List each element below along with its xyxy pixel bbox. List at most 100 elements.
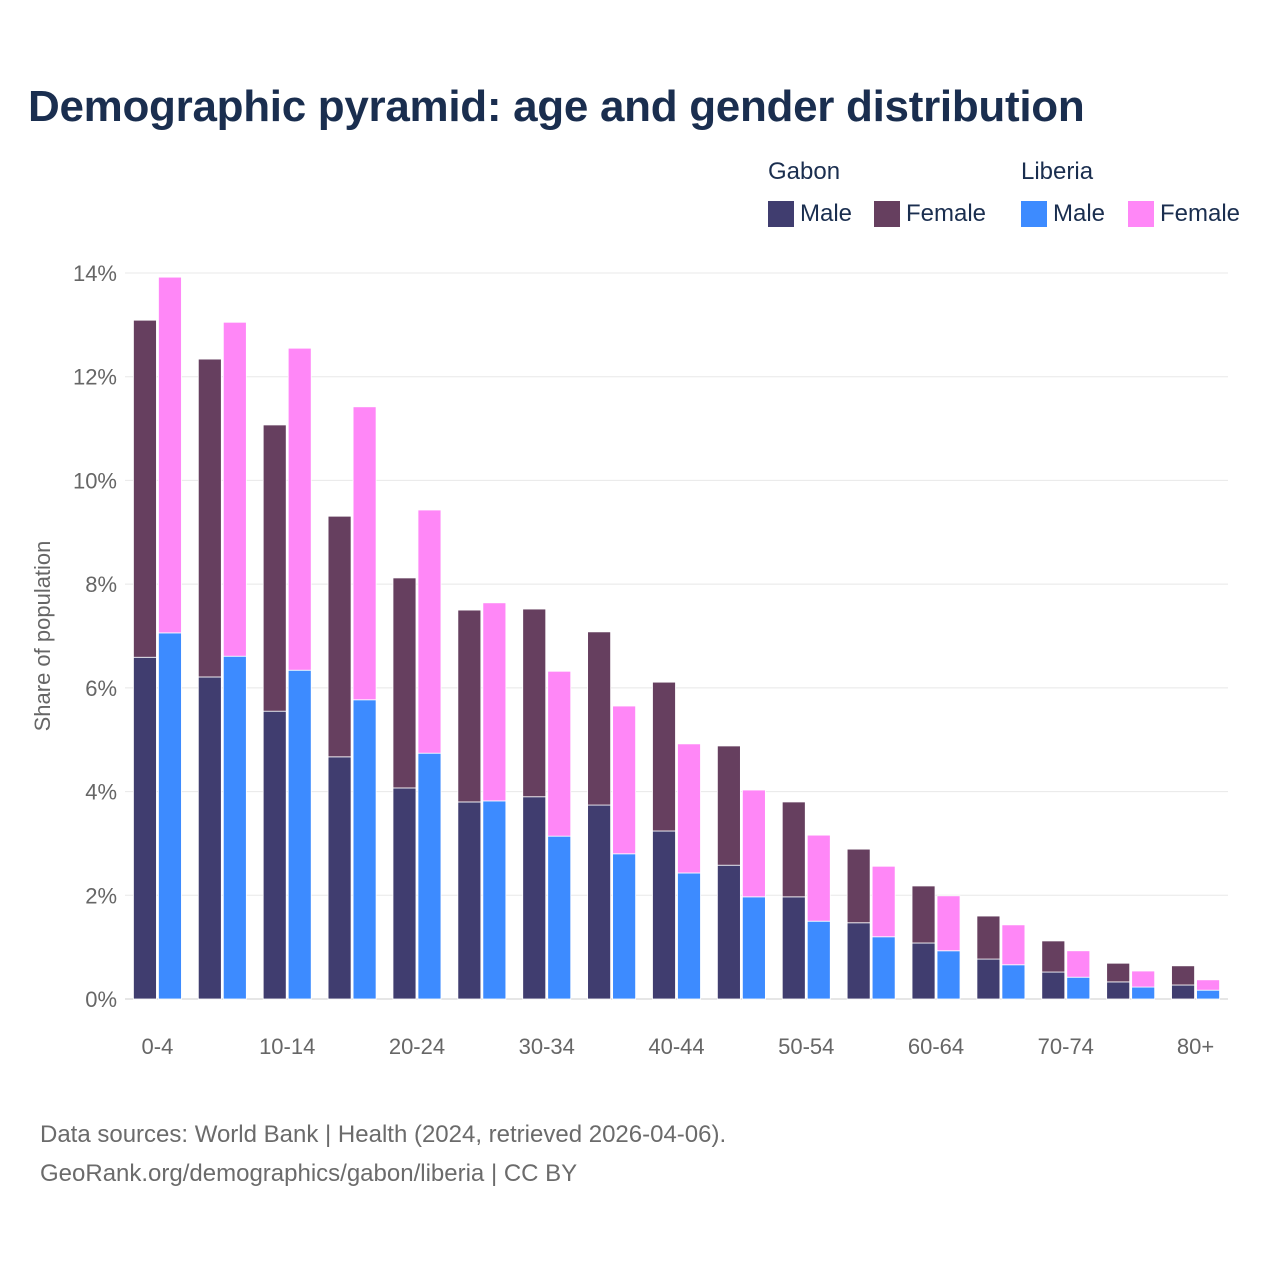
legend-gabon-male[interactable]: Male bbox=[768, 200, 852, 228]
bar-gabon-male bbox=[522, 796, 547, 1000]
legend-label: Female bbox=[1160, 200, 1241, 227]
bar-liberia-female bbox=[287, 347, 312, 671]
bar-liberia-male bbox=[936, 950, 961, 1000]
bar-gabon-female bbox=[716, 745, 741, 866]
bar-gabon-female bbox=[133, 319, 157, 658]
bar-gabon-male bbox=[197, 676, 222, 1000]
x-tick-label: 0-4 bbox=[142, 1034, 174, 1059]
y-tick-label: 12% bbox=[73, 365, 117, 390]
x-tick-label: 80+ bbox=[1177, 1034, 1214, 1059]
bar-liberia-male bbox=[222, 655, 247, 1000]
bar-gabon-male bbox=[133, 656, 157, 1000]
x-tick-label: 30-34 bbox=[519, 1034, 575, 1059]
bar-gabon-female bbox=[262, 424, 287, 712]
bar-liberia-female bbox=[222, 321, 247, 657]
bar-liberia-male bbox=[1196, 989, 1220, 1000]
bar-liberia-female bbox=[1066, 950, 1091, 978]
bar-liberia-female bbox=[158, 276, 182, 634]
bar-gabon-female bbox=[522, 608, 547, 798]
bar-liberia-male bbox=[547, 835, 572, 1000]
bar-liberia-male bbox=[352, 699, 377, 1000]
bar-gabon-male bbox=[911, 942, 936, 1000]
x-tick-label: 60-64 bbox=[908, 1034, 964, 1059]
bar-liberia-female bbox=[741, 789, 766, 898]
bar-liberia-female bbox=[352, 406, 377, 701]
y-tick-label: 8% bbox=[85, 572, 117, 597]
x-tick-label: 20-24 bbox=[389, 1034, 445, 1059]
bar-liberia-male bbox=[1001, 964, 1026, 1000]
bar-gabon-male bbox=[652, 830, 676, 1000]
bar-liberia-female bbox=[417, 509, 442, 754]
bar-gabon-female bbox=[911, 885, 936, 944]
legend-group-liberia: Liberia bbox=[1021, 158, 1094, 185]
bar-gabon-female bbox=[197, 358, 222, 678]
x-tick-label: 70-74 bbox=[1038, 1034, 1094, 1059]
bar-gabon-male bbox=[457, 801, 482, 1000]
bar-liberia-female bbox=[1001, 924, 1026, 966]
bar-gabon-female bbox=[976, 915, 1001, 960]
bar-gabon-female bbox=[327, 515, 352, 758]
bar-liberia-female bbox=[1131, 970, 1156, 988]
bar-gabon-male bbox=[1106, 981, 1131, 1000]
bar-gabon-male bbox=[781, 896, 806, 1000]
legend-group-gabon: Gabon bbox=[768, 158, 841, 185]
bar-liberia-male bbox=[806, 920, 831, 1000]
bar-liberia-female bbox=[1196, 979, 1220, 991]
bar-gabon-male bbox=[262, 710, 287, 1000]
y-tick-label: 14% bbox=[73, 261, 117, 286]
bar-liberia-male bbox=[1131, 986, 1156, 1000]
bar-gabon-female bbox=[587, 631, 612, 806]
bar-gabon-male bbox=[587, 804, 612, 1000]
url-text[interactable]: GeoRank.org/demographics/gabon/liberia |… bbox=[40, 1160, 578, 1187]
bar-gabon-male bbox=[327, 756, 352, 1000]
x-tick-label: 40-44 bbox=[648, 1034, 704, 1059]
bar-gabon-female bbox=[1106, 962, 1131, 983]
y-tick-label: 4% bbox=[85, 780, 117, 805]
chart-title: Demographic pyramid: age and gender dist… bbox=[28, 82, 1085, 131]
bar-gabon-female bbox=[1171, 965, 1195, 986]
bar-gabon-female bbox=[392, 577, 417, 789]
bar-liberia-female bbox=[871, 865, 896, 938]
bar-gabon-male bbox=[392, 787, 417, 1000]
x-tick-label: 50-54 bbox=[778, 1034, 834, 1059]
legend-label: Male bbox=[800, 200, 853, 227]
bar-liberia-male bbox=[158, 632, 182, 1000]
bar-liberia-female bbox=[936, 895, 961, 952]
bar-gabon-male bbox=[1041, 971, 1066, 1000]
bar-liberia-female bbox=[547, 670, 572, 837]
legend-swatch bbox=[1021, 201, 1047, 227]
legend-swatch bbox=[1128, 201, 1154, 227]
bar-gabon-male bbox=[716, 864, 741, 1000]
legend-label: Male bbox=[1053, 200, 1106, 227]
bar-gabon-female bbox=[846, 848, 871, 924]
legend-gabon-female[interactable]: Female bbox=[874, 200, 986, 228]
bar-gabon-female bbox=[1041, 940, 1066, 973]
bar-liberia-female bbox=[677, 743, 701, 874]
bar-gabon-male bbox=[1171, 984, 1195, 1000]
x-tick-label: 10-14 bbox=[259, 1034, 315, 1059]
bar-gabon-female bbox=[652, 681, 676, 832]
bar-liberia-male bbox=[612, 853, 637, 1000]
bar-liberia-male bbox=[417, 752, 442, 1000]
legend-liberia-male[interactable]: Male bbox=[1021, 200, 1105, 228]
y-tick-label: 2% bbox=[85, 883, 117, 908]
bar-liberia-female bbox=[806, 834, 831, 922]
bar-liberia-male bbox=[482, 800, 507, 1000]
legend-liberia-female[interactable]: Female bbox=[1128, 200, 1240, 228]
bar-liberia-female bbox=[612, 705, 637, 855]
bar-liberia-male bbox=[287, 669, 312, 1000]
y-tick-label: 6% bbox=[85, 676, 117, 701]
bar-liberia-male bbox=[1066, 976, 1091, 1000]
bar-liberia-male bbox=[677, 872, 701, 1000]
y-axis-label: Share of population bbox=[30, 541, 55, 732]
y-tick-label: 0% bbox=[85, 987, 117, 1012]
bar-liberia-male bbox=[741, 896, 766, 1000]
legend-label: Female bbox=[906, 200, 987, 227]
legend-swatch bbox=[874, 201, 900, 227]
legend-swatch bbox=[768, 201, 794, 227]
y-tick-label: 10% bbox=[73, 468, 117, 493]
bar-gabon-female bbox=[781, 801, 806, 898]
bar-liberia-female bbox=[482, 602, 507, 802]
